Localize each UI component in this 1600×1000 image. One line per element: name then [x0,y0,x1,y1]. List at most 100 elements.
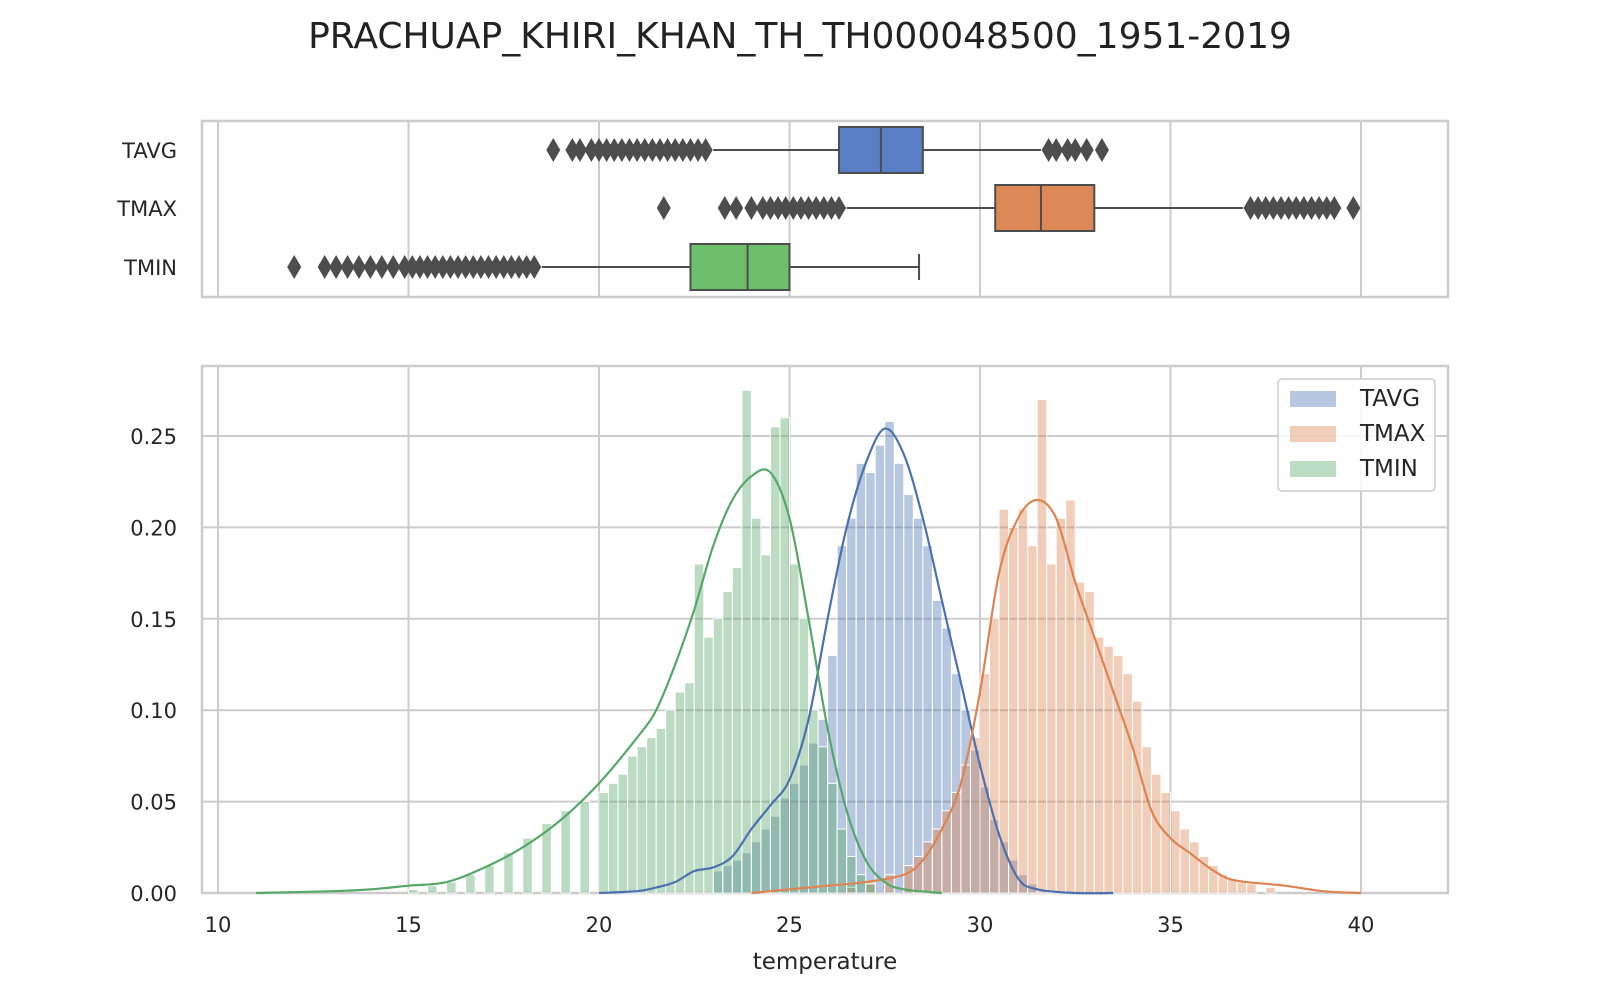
outlier-marker [698,138,713,162]
outlier-marker [691,138,706,162]
outlier-marker [374,255,389,279]
boxplot-label-tmin: TMIN [123,256,177,280]
outlier-marker [832,196,847,220]
kde-line-tmin [256,468,943,895]
hist-bar [912,517,924,894]
hist-bar [703,636,714,894]
outlier-marker [729,196,744,220]
outlier-marker [1258,196,1273,220]
hist-bar [465,874,476,894]
kde-line-tmax [751,498,1362,895]
hist-bar [1055,517,1067,894]
hist-bar [1265,887,1276,894]
outlier-marker [786,196,801,220]
hist-bar [674,691,686,894]
legend-frame [1277,378,1436,492]
hist-bar [722,590,733,894]
outlier-marker [504,255,519,279]
outlier-marker [668,138,683,162]
outlier-marker [584,138,599,162]
outlier-marker [1296,196,1311,220]
outlier-marker [622,138,637,162]
hist-bar [903,493,914,894]
outlier-marker [428,255,443,279]
hist-bar [655,727,667,894]
hist-bar [760,554,771,894]
x-tick-label: 10 [205,913,232,937]
boxplot-panel: TAVG TMAX TMIN [116,119,1450,299]
y-tick-label: 0.15 [130,608,177,632]
y-tick-labels: 0.00 0.05 0.10 0.15 0.20 0.25 [130,425,177,906]
hist-bar [750,517,762,894]
x-tick-label: 40 [1348,913,1375,937]
hist-bar [1179,828,1191,894]
outlier-marker [412,255,427,279]
outlier-marker [466,255,481,279]
hist-bar [846,855,857,894]
hist-bar [1170,810,1181,894]
hist-bar [1160,791,1171,894]
box-iqr [994,184,1096,232]
hist-bar [598,791,610,894]
kde-curves [256,427,1362,895]
hist-bar [827,782,838,894]
outlier-marker [386,255,401,279]
y-tick-label: 0.25 [130,425,177,449]
outlier-marker [771,196,786,220]
outlier-marker [1266,196,1281,220]
outlier-marker [1327,196,1342,220]
outlier-marker [1251,196,1266,220]
outlier-marker [527,255,542,279]
outlier-marker [652,138,667,162]
outlier-marker [801,196,816,220]
histogram-panel: 0.000.050.100.150.200.25 10 15 20 25 30 35 40 … [130,364,1450,975]
hist-bar [941,810,952,894]
outlier-marker [656,196,671,220]
outlier-marker [572,138,587,162]
outlier-marker [1041,138,1056,162]
hist-bar [1236,881,1248,894]
outlier-marker [317,255,332,279]
legend-label-tmax: TMAX [1359,421,1426,447]
outlier-marker [363,255,378,279]
hist-bar [446,881,457,894]
x-tick-label: 15 [395,913,422,937]
hist-bar [769,426,781,894]
hist-bar [408,888,419,894]
hist-bar [646,737,657,894]
box-tavg [546,126,1109,174]
outlier-marker [405,255,420,279]
outlier-marker [451,255,466,279]
hist-bar [1008,526,1019,894]
outlier-marker [637,138,652,162]
outlier-marker [287,255,302,279]
hist-bar [627,755,638,894]
outlier-marker [420,255,435,279]
outlier-marker [630,138,645,162]
chart-title: PRACHUAP_KHIRI_KHAN_TH_TH000048500_1951-… [308,16,1292,57]
boxplot-label-tavg: TAVG [121,139,177,163]
outlier-marker [1304,196,1319,220]
outlier-marker [340,255,355,279]
outlier-marker [614,138,629,162]
legend-swatch-tmax [1290,426,1336,442]
x-axis-label: temperature [753,949,898,975]
hist-bar [1027,545,1038,894]
hist-bar [874,444,886,894]
hist-bar [1065,499,1076,894]
outlier-marker [1319,196,1334,220]
outlier-marker [1289,196,1304,220]
hist-bar [1189,841,1200,894]
outlier-marker [683,138,698,162]
outlier-marker [816,196,831,220]
kde-line-tavg [598,427,1114,895]
hist-bar [484,865,495,894]
legend: TAVG TMAX TMIN [1277,378,1436,492]
hist-bar [684,682,695,894]
hist-bar [1141,746,1152,894]
y-tick-label: 0.05 [130,791,177,815]
hist-bar [712,618,724,894]
hist-bar [1084,590,1095,894]
legend-swatch-tmin [1290,461,1336,477]
outlier-marker [329,255,344,279]
